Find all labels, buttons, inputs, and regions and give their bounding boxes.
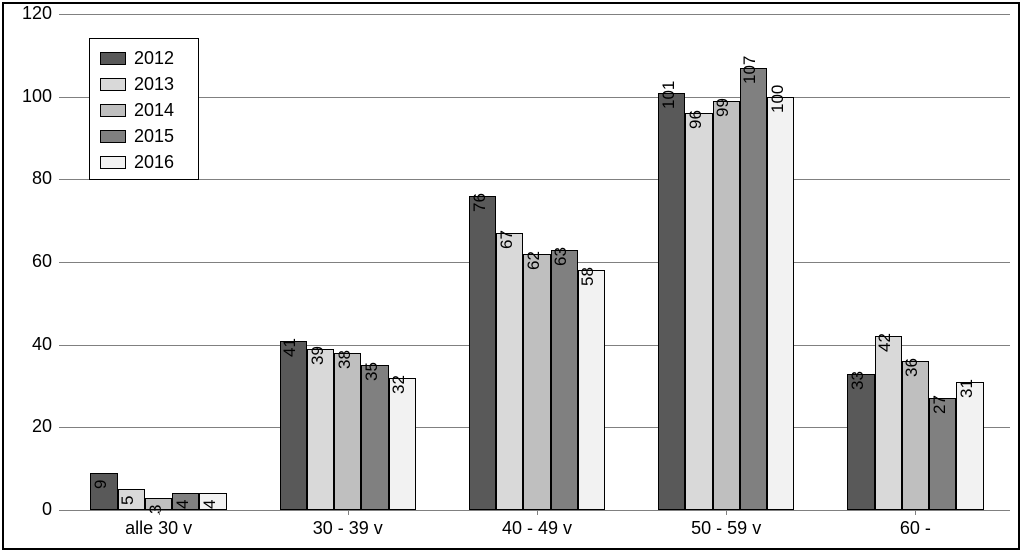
bar	[551, 250, 578, 510]
bar-value-label: 3	[146, 504, 166, 513]
gridline	[64, 179, 1010, 180]
y-axis-label: 60	[4, 251, 52, 272]
x-tick	[915, 510, 916, 515]
bar-value-label: 4	[200, 500, 220, 509]
x-axis-label: alle 30 v	[79, 518, 239, 539]
bar-value-label: 4	[173, 500, 193, 509]
bar-value-label: 41	[280, 338, 300, 357]
x-tick	[348, 510, 349, 515]
bar	[469, 196, 496, 510]
legend-item: 2016	[100, 149, 174, 175]
bar-value-label: 36	[902, 358, 922, 377]
legend-label: 2015	[134, 126, 174, 147]
y-tick	[59, 345, 64, 346]
bar	[523, 254, 550, 510]
x-tick	[726, 510, 727, 515]
bar	[902, 361, 929, 510]
x-tick	[159, 510, 160, 515]
legend-item: 2015	[100, 123, 174, 149]
bar-value-label: 100	[768, 84, 788, 112]
bar-value-label: 58	[578, 267, 598, 286]
plot-area: 9534441393835327667626358101969910710033…	[64, 14, 1010, 510]
bar	[929, 398, 956, 510]
bar-value-label: 76	[470, 193, 490, 212]
y-axis-label: 100	[4, 86, 52, 107]
legend-swatch	[100, 52, 126, 65]
y-tick	[59, 427, 64, 428]
bar-value-label: 5	[118, 496, 138, 505]
bar-value-label: 31	[957, 379, 977, 398]
bar-value-label: 35	[362, 362, 382, 381]
bar	[578, 270, 605, 510]
legend-label: 2014	[134, 100, 174, 121]
gridline	[64, 97, 1010, 98]
x-axis-label: 30 - 39 v	[268, 518, 428, 539]
bar	[361, 365, 388, 510]
y-axis-label: 80	[4, 168, 52, 189]
bar-value-label: 33	[848, 371, 868, 390]
bar	[307, 349, 334, 510]
y-axis-label: 40	[4, 334, 52, 355]
bar	[496, 233, 523, 510]
bar	[767, 97, 794, 510]
legend-swatch	[100, 156, 126, 169]
x-axis-label: 40 - 49 v	[457, 518, 617, 539]
legend-label: 2012	[134, 48, 174, 69]
legend-item: 2013	[100, 71, 174, 97]
legend-item: 2012	[100, 45, 174, 71]
bar	[389, 378, 416, 510]
x-axis-label: 50 - 59 v	[646, 518, 806, 539]
bar-value-label: 39	[308, 346, 328, 365]
gridline	[64, 14, 1010, 15]
legend-item: 2014	[100, 97, 174, 123]
bar-value-label: 62	[524, 251, 544, 270]
bar-value-label: 101	[659, 80, 679, 108]
bar-value-label: 9	[91, 479, 111, 488]
bar-value-label: 99	[713, 98, 733, 117]
bar	[740, 68, 767, 510]
chart-frame: 9534441393835327667626358101969910710033…	[2, 2, 1020, 550]
legend-label: 2013	[134, 74, 174, 95]
bar-value-label: 42	[875, 333, 895, 352]
bar	[875, 336, 902, 510]
bar-value-label: 38	[335, 350, 355, 369]
bar	[280, 341, 307, 510]
y-tick	[59, 97, 64, 98]
legend-label: 2016	[134, 152, 174, 173]
bar	[713, 101, 740, 510]
bar-value-label: 67	[497, 230, 517, 249]
bar-value-label: 63	[551, 247, 571, 266]
y-tick	[59, 179, 64, 180]
x-axis-label: 60 -	[835, 518, 995, 539]
y-tick	[59, 14, 64, 15]
legend-swatch	[100, 104, 126, 117]
bar-value-label: 96	[686, 110, 706, 129]
legend: 2012 2013 2014 2015 2016	[89, 38, 199, 180]
bar	[685, 113, 712, 510]
y-tick	[59, 262, 64, 263]
y-tick	[59, 510, 64, 511]
x-tick	[537, 510, 538, 515]
y-axis-label: 20	[4, 416, 52, 437]
bar	[956, 382, 983, 510]
bar	[847, 374, 874, 510]
bar	[90, 473, 117, 510]
bar-value-label: 27	[930, 395, 950, 414]
legend-swatch	[100, 78, 126, 91]
bar	[658, 93, 685, 510]
bar-value-label: 107	[740, 55, 760, 83]
bar	[334, 353, 361, 510]
y-axis-label: 0	[4, 499, 52, 520]
legend-swatch	[100, 130, 126, 143]
y-axis-label: 120	[4, 3, 52, 24]
bar-value-label: 32	[389, 375, 409, 394]
